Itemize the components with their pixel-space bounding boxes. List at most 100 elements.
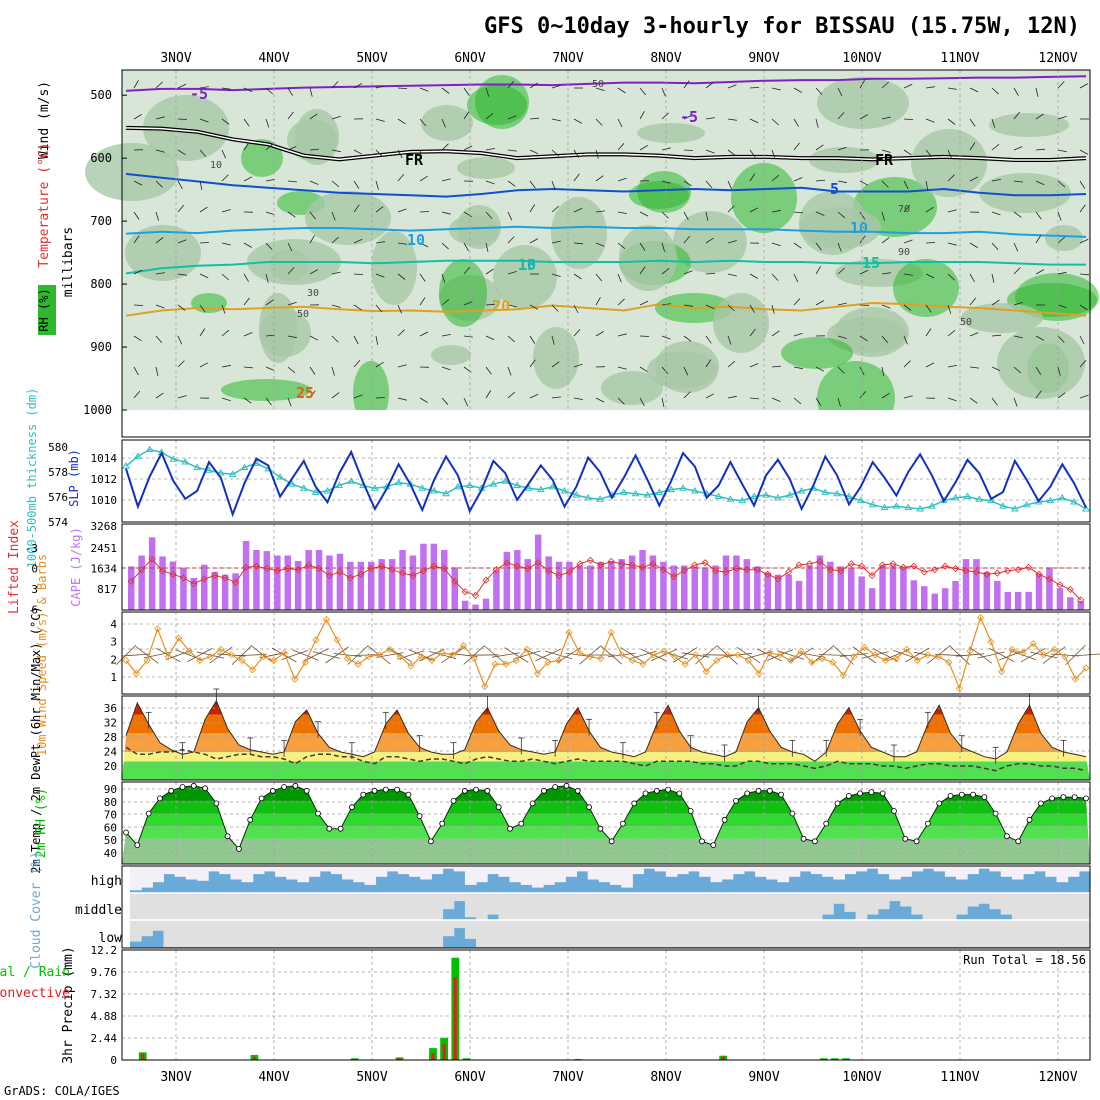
- wind-barb-10m: [852, 646, 877, 664]
- thickness-marker: [323, 487, 332, 494]
- lifted-index-marker: [586, 556, 594, 564]
- lifted-index-marker: [1077, 596, 1085, 604]
- cloud-clear-cell: [130, 920, 142, 942]
- cloud-clear-cell: [922, 920, 935, 947]
- thickness-marker: [1058, 493, 1067, 501]
- wind-barb: [331, 271, 341, 275]
- wind-barb: [595, 149, 599, 159]
- rh-marker: [653, 787, 660, 794]
- wind-barb: [265, 178, 275, 182]
- cape-bar: [587, 565, 594, 610]
- cloud-clear-cell: [866, 893, 879, 915]
- cloud-clear-cell: [989, 866, 1002, 872]
- cape-bar: [754, 566, 761, 610]
- wind-barb-10m: [428, 651, 457, 659]
- precip-tick-label: 2.44: [91, 1032, 118, 1045]
- cape-bar: [1077, 600, 1084, 610]
- lifted-index-marker: [701, 559, 709, 567]
- rh-marker: [427, 838, 434, 845]
- rh-axis-label: 2m RH (%): [34, 788, 49, 858]
- cape-bar: [858, 576, 865, 610]
- cape-bar: [368, 561, 375, 610]
- wind-barb: [397, 87, 408, 89]
- wind-barb: [375, 180, 379, 190]
- cloud-clear-cell: [900, 920, 912, 947]
- cloud-clear-cell: [576, 920, 589, 947]
- thickness-tick-label: 578: [48, 466, 68, 479]
- top-date-label: 10NOV: [842, 51, 881, 66]
- thickness-marker: [453, 482, 462, 490]
- cape-bar: [670, 565, 678, 610]
- wind-barb: [551, 180, 556, 190]
- lifted-index-marker: [638, 563, 647, 571]
- cape-bar: [795, 580, 803, 610]
- cloud-clear-cell: [598, 893, 611, 920]
- wind-barb: [441, 242, 449, 250]
- wind-barb: [727, 273, 737, 277]
- lifted-index-marker: [983, 570, 991, 578]
- cape-bar: [1004, 591, 1011, 610]
- wind-barb: [287, 180, 298, 183]
- rh-contour-region: [835, 307, 909, 357]
- cloud-clear-cell: [654, 893, 667, 920]
- precip-convective-bar: [141, 1054, 145, 1060]
- wind-speed-marker: [881, 656, 890, 665]
- dewpoint-line: [125, 746, 1087, 772]
- cloud-clear-cell: [621, 893, 633, 920]
- wind-speed-marker: [206, 653, 214, 661]
- wind-barb-10m: [504, 647, 529, 663]
- cloud-clear-cell: [766, 893, 778, 920]
- wind-barb: [199, 118, 209, 123]
- wind-barb: [177, 304, 186, 311]
- wind-speed-marker: [460, 641, 468, 650]
- wind-barb-10m: [745, 651, 773, 659]
- wind-barb: [177, 239, 187, 244]
- bottom-date-label: 4NOV: [258, 1070, 289, 1085]
- wind-barb: [837, 302, 847, 306]
- wind-barb: [573, 149, 580, 158]
- cape-bar: [1056, 588, 1064, 610]
- cloud-clear-cell: [476, 893, 488, 920]
- cloud-clear-cell: [632, 893, 644, 920]
- wind-barb: [529, 117, 540, 120]
- credit-label: GrADS: COLA/IGES: [4, 1084, 120, 1098]
- lifted-index-marker: [555, 571, 563, 580]
- thickness-marker: [465, 481, 474, 488]
- wind-speed-marker: [618, 651, 626, 659]
- wind-barb: [617, 366, 627, 370]
- cloud-clear-cell: [464, 866, 477, 885]
- cloud-clear-cell: [855, 893, 868, 920]
- lifted-index-marker: [419, 567, 427, 575]
- pressure-tick-label: 800: [90, 277, 112, 291]
- thickness-marker: [691, 487, 699, 494]
- cloud-clear-cell: [364, 920, 377, 947]
- rh-contour-region: [799, 191, 867, 255]
- lifted-index-marker: [440, 564, 448, 573]
- cape-bar: [242, 540, 250, 610]
- isotherm-label: 10: [518, 256, 536, 274]
- cloud-clear-cell: [397, 866, 410, 875]
- wind-barb: [485, 242, 489, 252]
- rh-contour-region: [673, 211, 747, 273]
- lifted-index-marker: [273, 567, 281, 575]
- lifted-index-marker: [398, 569, 407, 577]
- wind-barb: [793, 242, 802, 249]
- lifted-index-marker: [471, 591, 480, 599]
- wind-speed-marker: [787, 656, 795, 665]
- cloud-clear-cell: [766, 920, 778, 947]
- wind-barb: [199, 273, 209, 279]
- wind-barb: [155, 149, 165, 153]
- wind-barb: [397, 173, 405, 182]
- lifted-index-marker: [1066, 585, 1074, 594]
- cloud-clear-cell: [777, 920, 790, 947]
- wind-barb: [1035, 87, 1039, 97]
- wind-barb: [683, 391, 691, 399]
- wind-barb: [199, 304, 206, 313]
- cloud-clear-cell: [967, 920, 979, 947]
- wind-barb-10m: [408, 649, 435, 661]
- wind-speed-marker: [238, 656, 246, 665]
- precip-tick-label: 0: [110, 1054, 117, 1067]
- wind-barb: [793, 118, 799, 127]
- wind-barb: [243, 273, 249, 282]
- rh-marker: [405, 791, 412, 798]
